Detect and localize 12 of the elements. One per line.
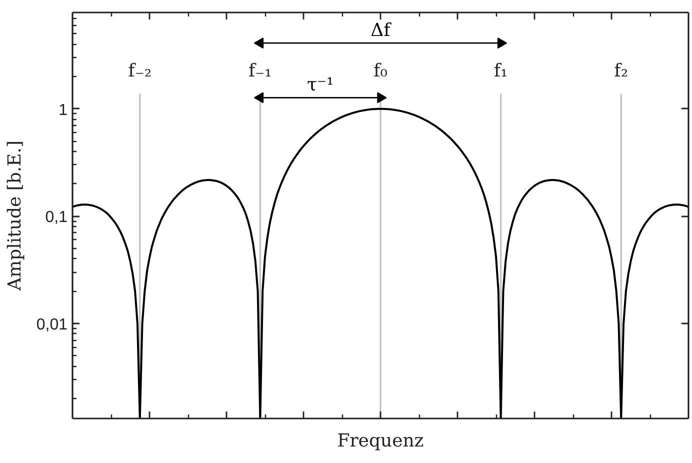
- x-tick-label: f₋₁: [248, 60, 272, 82]
- y-tick-label: 1: [58, 102, 68, 119]
- y-tick-label: 0,1: [45, 209, 68, 226]
- x-axis-title: Frequenz: [337, 430, 424, 452]
- series-label: Δf: [370, 20, 392, 42]
- series-label: τ⁻¹: [307, 74, 334, 96]
- x-tick-label: f₁: [494, 60, 508, 82]
- x-tick-label: f₂: [614, 60, 628, 82]
- y-axis-title: Amplitude [b.E.]: [4, 140, 26, 292]
- y-tick-label: 0,01: [36, 316, 68, 334]
- x-tick-label: f₋₂: [128, 60, 152, 82]
- x-tick-label: f₀: [374, 60, 388, 82]
